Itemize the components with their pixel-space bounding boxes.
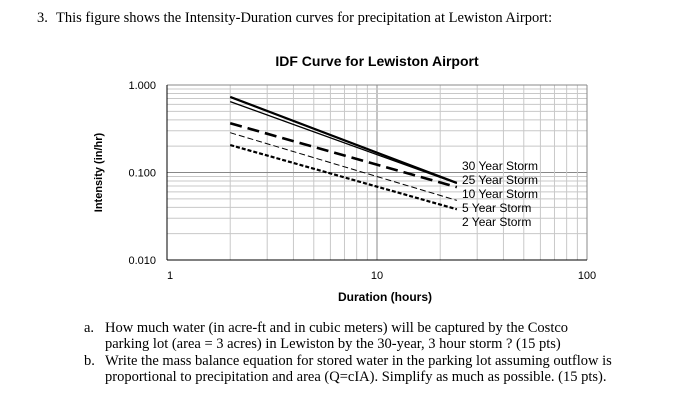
series-line — [229, 101, 458, 185]
series-label: 25 Year Storm — [462, 173, 538, 187]
series-line — [230, 132, 457, 201]
y-axis-label: Intensity (in/hr) — [93, 132, 105, 212]
part-b-line-1: Write the mass balance equation for stor… — [105, 353, 612, 369]
series-label: 30 Year Storm — [462, 159, 538, 173]
chart-title: IDF Curve for Lewiston Airport — [275, 53, 479, 69]
x-axis-label: Duration (hours) — [338, 290, 432, 304]
series-label: 5 Year Storm — [462, 201, 531, 215]
part-a-line-2: parking lot (area = 3 acres) in Lewiston… — [105, 336, 561, 352]
part-b-line-2: proportional to precipitation and area (… — [105, 369, 607, 385]
x-tick-label: 10 — [371, 270, 383, 282]
x-tick-label: 1 — [167, 270, 173, 282]
y-tick-label: 1.000 — [128, 80, 156, 92]
y-tick-label: 0.100 — [128, 168, 156, 180]
series-line — [229, 143, 458, 211]
x-tick-label: 100 — [578, 270, 596, 282]
question-number: 3. — [37, 10, 48, 26]
series-line — [229, 122, 458, 189]
question-text: This figure shows the Intensity-Duration… — [56, 10, 553, 26]
part-a-label: a. — [84, 320, 95, 336]
part-a-line-1: How much water (in acre-ft and in cubic … — [105, 320, 569, 336]
y-tick-label: 0.010 — [128, 255, 156, 267]
series-label: 2 Year Storm — [462, 215, 531, 229]
part-b-label: b. — [84, 353, 95, 369]
series-label: 10 Year Storm — [462, 187, 538, 201]
series-line — [229, 95, 458, 184]
idf-chart: IDF Curve for Lewiston Airport Duration (… — [93, 53, 596, 304]
